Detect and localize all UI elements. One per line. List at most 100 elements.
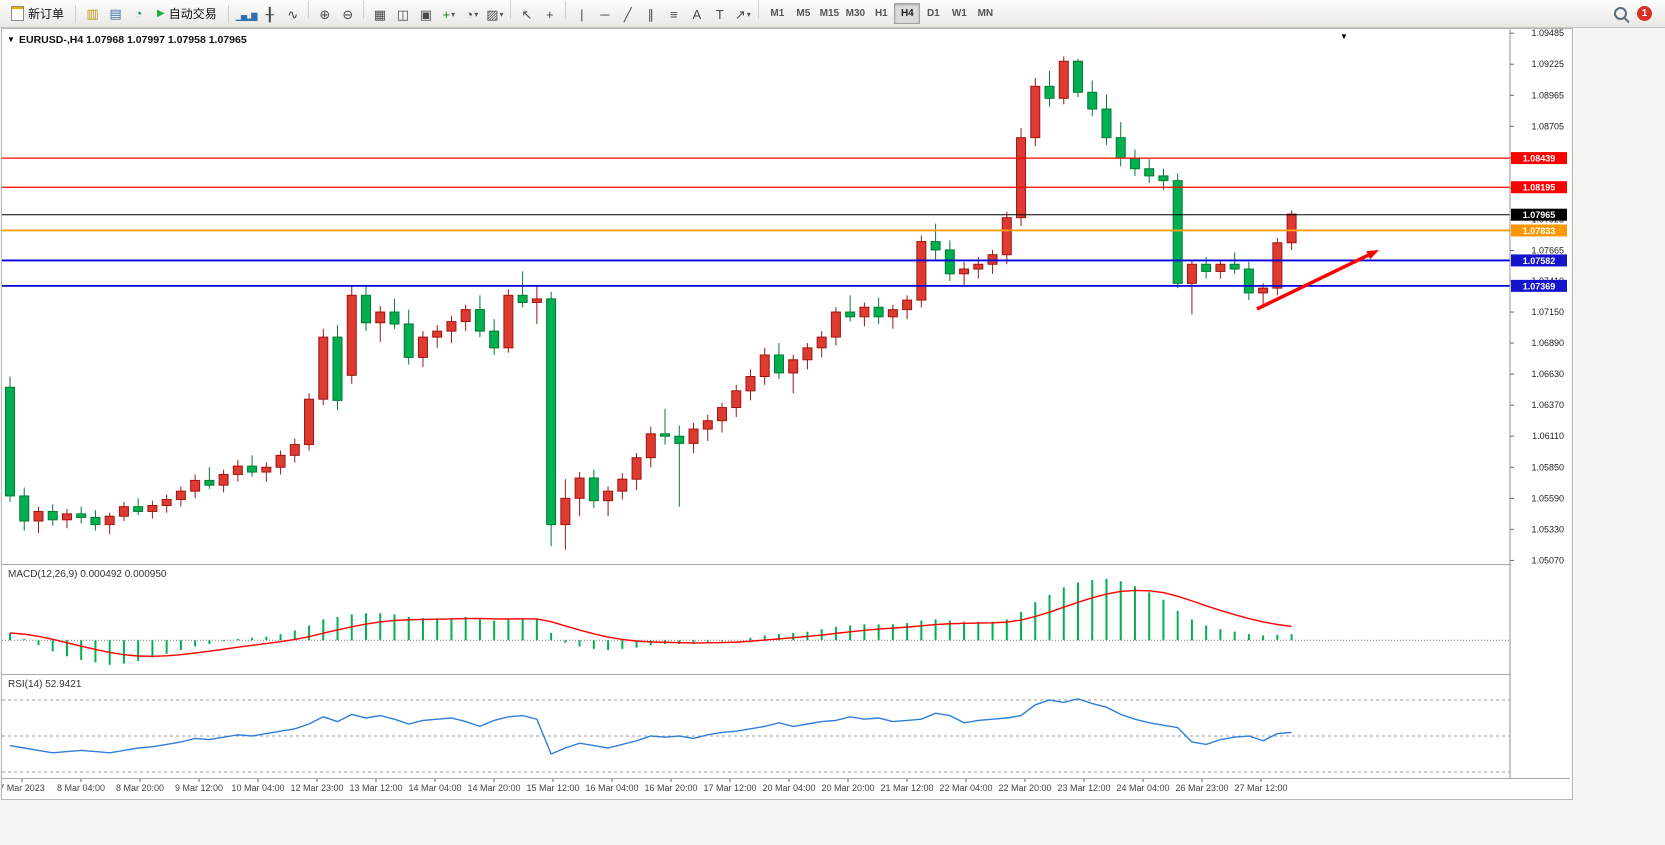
candlestick-chart-icon[interactable]: ╂ bbox=[265, 6, 274, 22]
channel-icon[interactable]: ∥ bbox=[647, 6, 655, 22]
text-icon[interactable]: A bbox=[692, 6, 702, 22]
candle bbox=[1001, 217, 1012, 256]
periods-icon[interactable]: ◔ ▾ bbox=[465, 6, 479, 22]
candle bbox=[1186, 263, 1197, 284]
chart-window: MACD(12,26,9) 0.000492 0.0009500.0060440… bbox=[0, 28, 1573, 800]
price-axis[interactable]: 1.094851.092251.089651.087051.084451.081… bbox=[1509, 28, 1570, 778]
candle bbox=[1172, 180, 1183, 284]
time-label: 21 Mar 12:00 bbox=[880, 783, 933, 793]
candle bbox=[1215, 263, 1226, 272]
price-badge bbox=[1511, 152, 1567, 165]
candle bbox=[1258, 287, 1269, 294]
cursor-icon[interactable]: ↖ bbox=[521, 6, 533, 22]
candle bbox=[1144, 168, 1155, 177]
price-badge-value: 1.07369 bbox=[1523, 281, 1556, 291]
line-chart-icon[interactable]: ∿ bbox=[287, 6, 299, 22]
candle bbox=[332, 336, 343, 401]
candle bbox=[531, 298, 542, 303]
candle bbox=[1073, 60, 1083, 93]
candle bbox=[204, 479, 215, 486]
quick-nav-icon[interactable]: ▼ bbox=[1340, 32, 1348, 41]
search-icon[interactable] bbox=[1614, 7, 1627, 20]
candle bbox=[232, 465, 243, 475]
cascade-windows-icon[interactable]: ◫ bbox=[396, 6, 409, 22]
market-watch-icon[interactable]: ◔ bbox=[134, 5, 143, 21]
shapes-icon[interactable]: ↗ ▾ bbox=[734, 6, 751, 22]
tile-windows-icon[interactable]: ▦ bbox=[373, 6, 386, 22]
candle bbox=[1087, 91, 1098, 110]
candle bbox=[631, 457, 642, 480]
candle bbox=[1101, 108, 1112, 139]
candle bbox=[702, 420, 713, 430]
zoom-out-icon[interactable]: ⊖ bbox=[342, 6, 354, 22]
timeframe-mn[interactable]: MN bbox=[977, 8, 994, 19]
timeframe-d1[interactable]: D1 bbox=[926, 8, 940, 19]
candle bbox=[1286, 213, 1297, 244]
bar-chart-icon[interactable]: ▁▅▂▇ bbox=[235, 11, 258, 21]
dropdown-caret-icon[interactable]: ▾ bbox=[499, 10, 504, 20]
candlesticks bbox=[5, 56, 1297, 550]
candle bbox=[944, 249, 955, 275]
time-label: 15 Mar 12:00 bbox=[526, 783, 579, 793]
autotrading-button[interactable]: ▶ 自动交易 bbox=[151, 3, 223, 24]
fibonacci-icon[interactable]: ≡ bbox=[670, 6, 678, 22]
candle bbox=[33, 510, 44, 522]
arrange-windows-icon[interactable]: ▣ bbox=[419, 6, 432, 22]
label-icon[interactable]: T bbox=[715, 6, 724, 22]
candle bbox=[275, 454, 286, 468]
charts-icon[interactable]: ▥ bbox=[86, 5, 99, 21]
candle bbox=[845, 311, 856, 318]
notification-badge[interactable]: 1 bbox=[1637, 6, 1652, 21]
timeframe-m30[interactable]: M30 bbox=[845, 8, 866, 19]
timeframe-m5[interactable]: M5 bbox=[796, 8, 811, 19]
price-tick: 1.05330 bbox=[1531, 524, 1564, 534]
timeframe-h1[interactable]: H1 bbox=[874, 8, 888, 19]
dropdown-caret-icon[interactable]: ▾ bbox=[746, 10, 751, 20]
price-badge bbox=[1511, 181, 1567, 194]
rsi-line bbox=[9, 698, 1292, 755]
price-tick: 1.07665 bbox=[1531, 246, 1564, 256]
macd-label: MACD(12,26,9) 0.000492 0.000950 bbox=[8, 569, 167, 580]
horizontal-lines[interactable] bbox=[2, 157, 1510, 287]
crosshair-icon[interactable]: + bbox=[546, 6, 554, 22]
candle bbox=[261, 466, 272, 473]
indicators-icon[interactable]: + ▾ bbox=[442, 6, 456, 22]
candle bbox=[717, 407, 727, 422]
candle bbox=[304, 398, 315, 446]
dropdown-caret-icon[interactable]: ▾ bbox=[451, 9, 456, 19]
time-label: 9 Mar 12:00 bbox=[175, 783, 223, 793]
time-axis[interactable]: 7 Mar 2023 8 Mar 04:00 8 Mar 20:00 9 Mar 12… bbox=[0, 779, 1288, 793]
candle bbox=[1229, 263, 1240, 270]
trendline-icon[interactable]: ╱ bbox=[623, 6, 632, 22]
timeframe-h4[interactable]: H4 bbox=[894, 3, 921, 24]
title-dropdown-icon[interactable]: ▼ bbox=[7, 35, 15, 44]
vertical-line-icon[interactable]: | bbox=[580, 6, 584, 22]
candle bbox=[503, 294, 514, 349]
price-tick: 1.09485 bbox=[1531, 29, 1564, 38]
timeframe-m1[interactable]: M1 bbox=[770, 8, 785, 19]
price-badge-value: 1.07833 bbox=[1523, 226, 1556, 236]
zoom-in-icon[interactable]: ⊕ bbox=[319, 6, 331, 22]
price-tick: 1.08965 bbox=[1531, 90, 1564, 100]
candle bbox=[603, 490, 614, 502]
price-tick: 1.07150 bbox=[1531, 307, 1564, 317]
candle bbox=[346, 294, 357, 376]
candle bbox=[560, 497, 571, 526]
candle bbox=[361, 294, 371, 324]
chart-canvas[interactable]: MACD(12,26,9) 0.000492 0.0009500.0060440… bbox=[0, 28, 1570, 797]
dropdown-caret-icon[interactable]: ▾ bbox=[474, 9, 479, 19]
rsi-label: RSI(14) 52.9421 bbox=[8, 679, 82, 690]
templates-icon[interactable]: ▨ ▾ bbox=[486, 6, 504, 22]
trend-arrow[interactable] bbox=[1256, 250, 1379, 311]
new-order-button[interactable]: 新订单 bbox=[5, 3, 70, 24]
timeframe-m15[interactable]: M15 bbox=[819, 8, 840, 19]
candle bbox=[175, 490, 186, 501]
candle bbox=[389, 311, 400, 325]
horizontal-line-icon[interactable]: ─ bbox=[600, 6, 610, 22]
candle bbox=[788, 359, 799, 374]
timeframe-w1[interactable]: W1 bbox=[951, 8, 967, 19]
candle bbox=[218, 473, 229, 486]
price-badge bbox=[1511, 254, 1567, 267]
profiles-icon[interactable]: ▤ bbox=[109, 5, 122, 21]
price-tick: 1.06370 bbox=[1531, 400, 1564, 410]
